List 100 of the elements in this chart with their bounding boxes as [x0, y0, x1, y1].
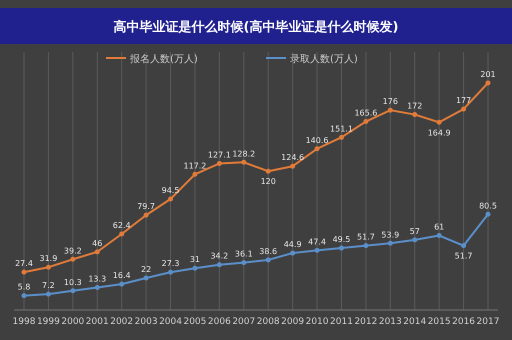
data-label: 61	[434, 222, 444, 232]
data-label: 13.3	[88, 274, 106, 284]
x-tick-label: 2006	[208, 317, 232, 327]
point	[168, 196, 174, 202]
point	[144, 212, 149, 218]
x-tick-label: 2008	[256, 317, 280, 327]
data-label: 39.2	[64, 246, 82, 256]
point	[436, 233, 442, 238]
x-tick-label: 2000	[61, 317, 85, 327]
data-label: 31	[190, 255, 200, 264]
point	[338, 134, 344, 140]
legend-label: 录取人数(万人)	[290, 54, 358, 65]
point	[461, 106, 466, 112]
point	[486, 212, 490, 217]
data-label: 124.6	[281, 153, 304, 162]
x-tick-label: 2010	[306, 317, 329, 327]
data-label: 38.6	[259, 246, 278, 256]
chart-title: 高中毕业证是什么时候(高中毕业证是什么时候发)	[114, 19, 398, 35]
point	[388, 240, 393, 246]
data-label: 16.4	[112, 271, 131, 280]
data-label: 140.6	[306, 136, 329, 145]
data-label: 5.8	[18, 282, 30, 292]
data-label: 80.5	[479, 201, 497, 210]
data-label: 7.2	[42, 281, 55, 290]
data-label: 164.9	[428, 128, 451, 138]
data-label: 44.9	[284, 240, 302, 250]
x-tick-label: 2016	[452, 317, 476, 327]
data-label: 49.5	[332, 235, 350, 244]
point	[314, 248, 320, 253]
data-label: 22	[141, 265, 152, 274]
data-label: 10.3	[64, 278, 82, 287]
x-tick-label: 2013	[378, 317, 402, 327]
point	[266, 257, 271, 262]
data-label: 31.9	[40, 254, 58, 264]
data-label: 34.2	[210, 252, 228, 261]
data-label: 79.7	[137, 202, 156, 212]
legend-label: 报名人数(万人)	[129, 53, 198, 65]
point	[266, 168, 271, 174]
data-label: 51.7	[454, 252, 472, 261]
x-tick-label: 1999	[36, 317, 60, 327]
point	[22, 270, 26, 275]
data-label: 128.2	[232, 149, 256, 158]
point	[461, 243, 466, 248]
point	[216, 160, 222, 166]
data-label: 47.4	[308, 237, 326, 246]
point	[94, 285, 100, 290]
data-label: 177	[456, 96, 472, 106]
point	[22, 293, 26, 298]
x-tick-label: 2012	[354, 317, 378, 327]
point	[314, 146, 320, 152]
data-label: 201	[480, 70, 496, 79]
x-tick-label: 2007	[232, 317, 256, 327]
data-label: 151.1	[330, 124, 353, 134]
data-label: 53.9	[381, 230, 400, 240]
point	[192, 172, 198, 177]
point	[144, 276, 149, 281]
point	[119, 231, 124, 236]
data-label: 172	[407, 102, 422, 111]
point	[436, 120, 442, 125]
point	[46, 264, 51, 270]
point	[192, 266, 198, 271]
x-tick-label: 2002	[110, 317, 134, 327]
point	[290, 164, 296, 169]
point	[46, 292, 51, 297]
x-tick-label: 2015	[428, 317, 451, 327]
point	[241, 160, 246, 165]
point	[388, 108, 393, 113]
x-tick-label: 2017	[476, 317, 500, 327]
x-tick-label: 2009	[281, 317, 304, 327]
point	[70, 256, 76, 262]
data-label: 117.2	[183, 161, 206, 170]
data-label: 165.6	[354, 108, 378, 118]
point	[412, 237, 418, 242]
point	[290, 250, 296, 256]
data-label: 46	[92, 238, 102, 248]
point	[363, 243, 368, 248]
data-label: 57	[410, 226, 420, 236]
x-tick-label: 2011	[330, 317, 353, 327]
point	[94, 249, 100, 254]
data-label: 36.1	[234, 250, 253, 259]
x-tick-label: 2003	[134, 317, 158, 327]
point	[363, 119, 368, 124]
x-tick-label: 2004	[159, 317, 182, 327]
point	[70, 288, 76, 294]
data-label: 120	[260, 177, 276, 186]
x-tick-label: 2001	[86, 317, 109, 327]
data-label: 176	[382, 97, 398, 106]
x-tick-label: 2005	[183, 317, 206, 327]
x-tick-label: 1998	[12, 317, 36, 327]
point	[168, 270, 174, 275]
point	[119, 282, 124, 287]
data-label: 27.3	[162, 259, 180, 268]
point	[486, 80, 490, 86]
data-label: 62.4	[112, 220, 131, 230]
point	[412, 112, 418, 118]
point	[241, 260, 246, 266]
data-label: 51.7	[356, 232, 375, 242]
data-label: 127.1	[208, 150, 231, 160]
point	[338, 246, 344, 251]
data-label: 27.4	[15, 259, 33, 268]
